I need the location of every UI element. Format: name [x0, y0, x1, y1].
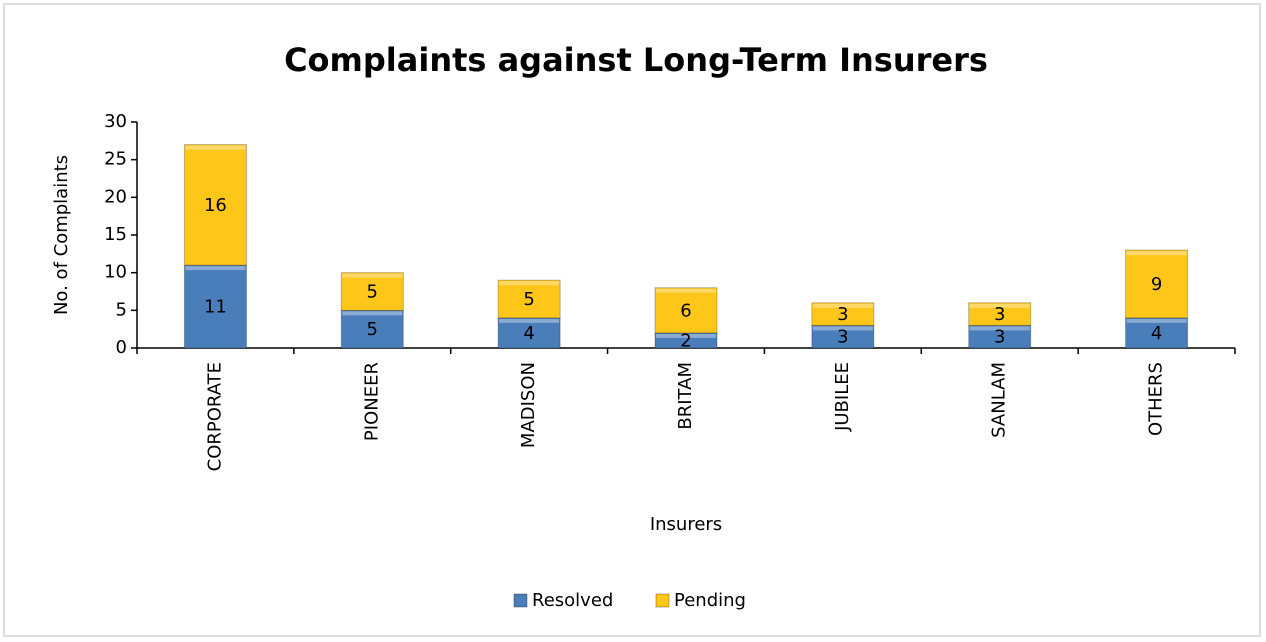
bar-segment	[968, 302, 1032, 326]
x-tick-label: OTHERS	[1146, 362, 1167, 436]
data-label: 4	[1151, 323, 1162, 344]
x-tick-label: PIONEER	[361, 362, 382, 441]
bar-segment	[1125, 249, 1189, 319]
bar-highlight	[656, 333, 716, 338]
bar-segment	[340, 272, 404, 311]
y-tick-label: 20	[104, 186, 127, 207]
bar-highlight	[969, 326, 1030, 331]
chart-title: Complaints against Long-Term Insurers	[284, 41, 988, 79]
bar-highlight	[342, 311, 403, 316]
bar-segment	[183, 144, 247, 266]
legend-label: Pending	[674, 590, 746, 611]
bar-segment	[497, 279, 561, 319]
x-tick-label: JUBILEE	[832, 362, 853, 432]
data-label: 3	[837, 304, 848, 325]
bar-highlight	[342, 273, 403, 278]
bar-segment	[497, 317, 561, 349]
y-tick-label: 5	[116, 299, 127, 320]
data-label: 11	[204, 297, 227, 318]
data-label: 3	[837, 327, 848, 348]
bar-highlight	[812, 303, 873, 308]
legend-swatch	[655, 593, 670, 608]
y-tick-label: 10	[104, 262, 127, 283]
x-tick-label: MADISON	[518, 362, 539, 448]
legend-swatch	[513, 593, 528, 608]
x-tick-label: BRITAM	[675, 362, 696, 430]
x-axis-label: Insurers	[650, 514, 722, 535]
y-tick-label: 0	[116, 337, 127, 358]
data-label: 5	[523, 289, 534, 310]
x-tick-label: SANLAM	[989, 362, 1010, 438]
data-label: 5	[367, 319, 378, 340]
bar-segment	[183, 264, 247, 349]
x-tick-label: CORPORATE	[204, 362, 225, 471]
y-tick-label: 25	[104, 149, 127, 170]
bar-highlight	[1126, 251, 1187, 256]
bar-highlight	[499, 281, 560, 286]
bar-segment	[340, 309, 404, 349]
bar-highlight	[499, 318, 560, 323]
bar-highlight	[969, 303, 1030, 308]
bar-segment	[811, 302, 875, 326]
bar-highlight	[185, 145, 246, 150]
data-label: 16	[204, 195, 227, 216]
legend-label: Resolved	[532, 590, 613, 611]
y-tick-label: 30	[104, 111, 127, 132]
y-axis-label: No. of Complaints	[51, 155, 72, 315]
bar-highlight	[1126, 318, 1187, 323]
data-label: 9	[1151, 274, 1162, 295]
data-label: 2	[680, 330, 691, 351]
data-label: 5	[367, 282, 378, 303]
bar-segment	[654, 287, 718, 334]
bar-highlight	[656, 288, 716, 293]
data-label: 3	[994, 327, 1005, 348]
bar-highlight	[812, 326, 873, 331]
data-label: 3	[994, 304, 1005, 325]
data-label: 4	[523, 323, 534, 344]
y-tick-label: 15	[104, 224, 127, 245]
bar-highlight	[185, 266, 246, 271]
data-label: 6	[680, 300, 691, 321]
